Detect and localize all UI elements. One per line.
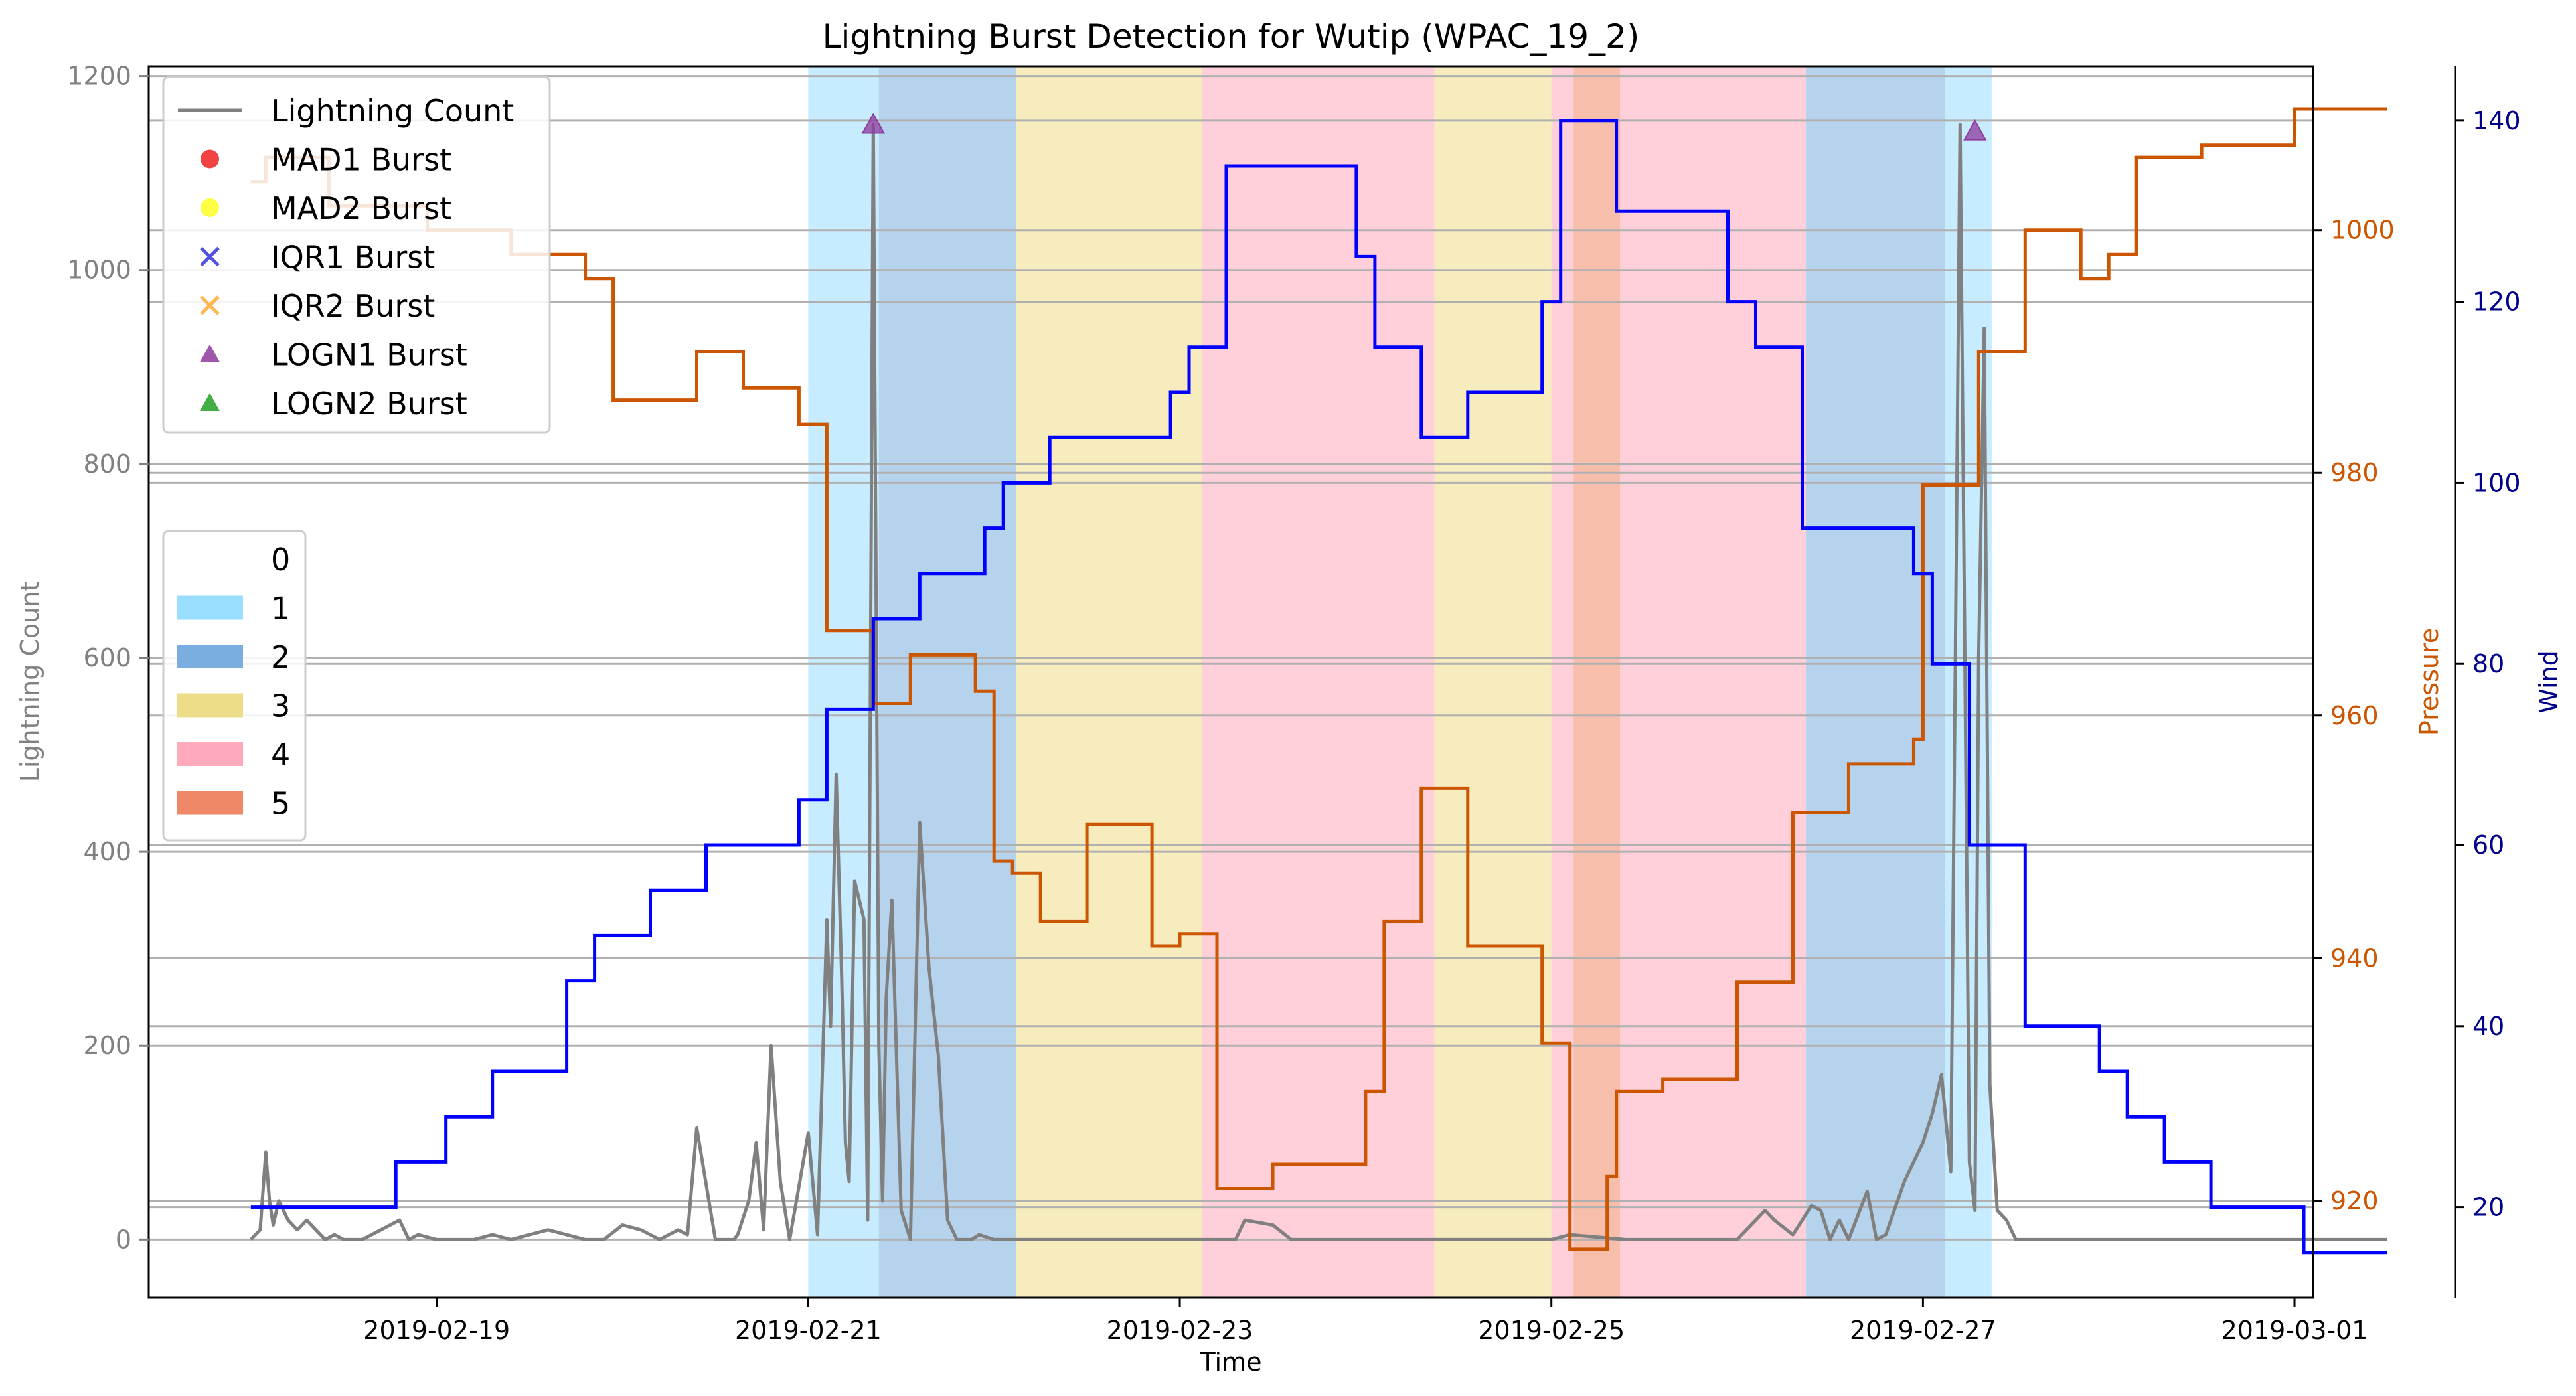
- wind-line: [250, 119, 2387, 1255]
- y-left-tick-label: 1200: [67, 62, 131, 91]
- chart-title: Lightning Burst Detection for Wutip (WPA…: [823, 17, 1640, 56]
- legend-x-icon: [200, 295, 220, 315]
- legend-cat-swatch: [177, 791, 243, 815]
- logn1-burst-marker-0: [861, 112, 886, 134]
- plot-frame: [147, 65, 2314, 1299]
- y-wind-tick-label: 100: [2472, 468, 2521, 497]
- y-wind-tick-label: 20: [2472, 1193, 2504, 1222]
- category-band-3: [1202, 66, 1435, 1298]
- legend-triangle-icon: [200, 393, 220, 411]
- y-axis-wind-label: Wind: [2534, 650, 2563, 714]
- legend-cat-label: 1: [271, 591, 290, 627]
- wind-series: [250, 119, 2387, 1255]
- legend-circle-icon: [201, 149, 219, 169]
- x-tick-label: 2019-02-27: [1850, 1316, 1996, 1345]
- y-pressure-tick-label: 960: [2330, 701, 2379, 730]
- legend-label: LOGN1 Burst: [271, 337, 467, 373]
- legend-label: IQR1 Burst: [271, 240, 435, 275]
- legend-categories: 0 1 2 3 4 5: [162, 530, 307, 842]
- x-axis-label: Time: [1200, 1348, 1262, 1377]
- legend-cat-swatch: [177, 595, 243, 620]
- y-pressure-tick-label: 940: [2330, 943, 2379, 972]
- category-band-7: [1620, 66, 1807, 1298]
- pressure-line: [250, 107, 2387, 1251]
- y-left-tick-label: 800: [83, 449, 131, 479]
- legend-cat-label: 0: [271, 542, 290, 578]
- y-wind-tick-label: 140: [2472, 106, 2521, 135]
- legend-label: Lightning Count: [271, 93, 514, 129]
- legend-label: MAD2 Burst: [271, 191, 451, 226]
- legend-cat-label: 2: [271, 639, 290, 675]
- burst-markers: [861, 112, 1987, 141]
- y-pressure-tick-label: 920: [2330, 1186, 2379, 1215]
- y-left-tick-label: 200: [83, 1031, 131, 1060]
- x-tick-label: 2019-03-01: [2221, 1316, 2368, 1345]
- x-tick-label: 2019-02-21: [735, 1316, 882, 1345]
- pressure-series: [250, 107, 2387, 1251]
- x-tick-label: 2019-02-23: [1107, 1316, 1253, 1345]
- legend-label: LOGN2 Burst: [271, 386, 467, 422]
- category-band-4: [1434, 66, 1552, 1298]
- y-wind-tick-label: 60: [2472, 830, 2504, 860]
- axes: 2019-02-19 2019-02-21 2019-02-23 2019-02-25…: [67, 62, 2520, 1345]
- legend-cat-swatch: [177, 742, 243, 766]
- legend-x-icon: [200, 246, 220, 267]
- legend-circle-icon: [201, 198, 219, 217]
- legend-triangle-icon: [200, 344, 220, 362]
- lightning-series: [250, 123, 2387, 1241]
- y-wind-tick-label: 80: [2472, 649, 2504, 678]
- category-bands: [808, 66, 1992, 1298]
- legend-label: MAD1 Burst: [271, 142, 451, 178]
- y-axis-pressure-label: Pressure: [2415, 628, 2444, 736]
- x-tick-label: 2019-02-25: [1478, 1316, 1625, 1345]
- legend-cat-swatch: [177, 645, 243, 668]
- legend-cat-label: 3: [271, 688, 290, 724]
- legend-cat-label: 4: [271, 737, 290, 773]
- y-left-tick-label: 400: [83, 837, 131, 866]
- category-band-2: [1016, 66, 1202, 1298]
- lightning-count-line: [250, 123, 2387, 1241]
- legend-cat-swatch: [177, 693, 243, 718]
- legend-cat-swatch: [177, 547, 243, 571]
- y-pressure-tick-label: 1000: [2330, 216, 2395, 245]
- category-band-1: [878, 66, 1016, 1298]
- y-wind-tick-label: 120: [2472, 287, 2521, 317]
- x-tick-label: 2019-02-19: [363, 1316, 510, 1345]
- y-wind-tick-label: 40: [2472, 1012, 2504, 1041]
- legend-label: IQR2 Burst: [271, 288, 435, 324]
- category-band-6: [1573, 66, 1621, 1298]
- y-left-tick-label: 0: [116, 1225, 131, 1254]
- y-left-tick-label: 600: [83, 643, 131, 672]
- y-pressure-tick-label: 980: [2330, 458, 2379, 487]
- y-left-tick-label: 1000: [67, 256, 131, 285]
- legend-box: [162, 76, 551, 434]
- legend-burst-types: Lightning Count MAD1 Burst MAD2 Burst IQR1 …: [162, 76, 551, 434]
- legend-cat-label: 5: [271, 786, 290, 822]
- y-axis-left-label: Lightning Count: [15, 582, 44, 783]
- logn1-burst-marker-1: [1963, 119, 1987, 141]
